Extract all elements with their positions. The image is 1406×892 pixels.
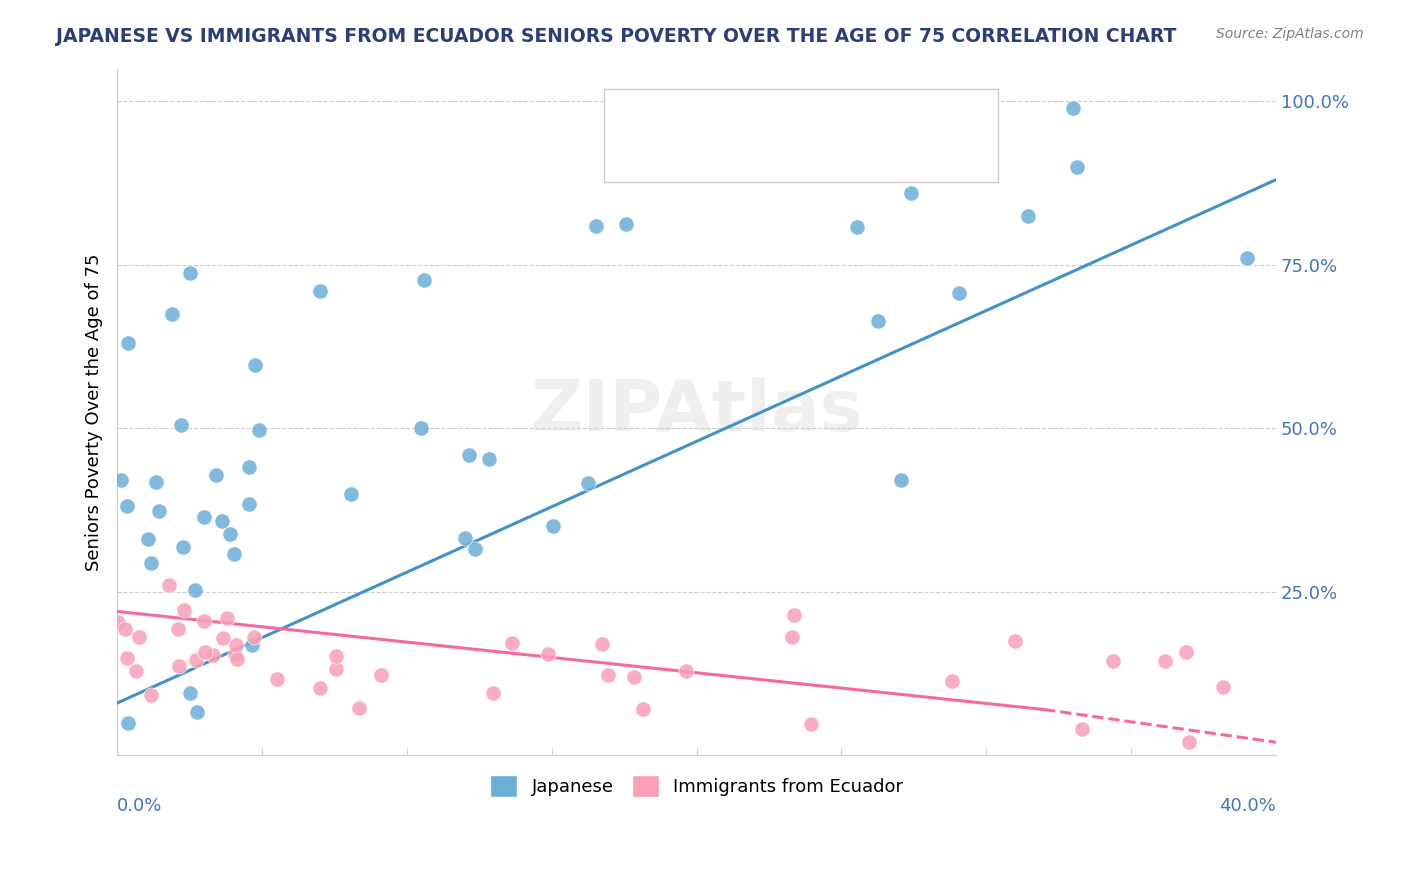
Point [128, 630, 150, 644]
Point [464, 541, 486, 556]
Point [1178, 735, 1201, 749]
Text: Source: ZipAtlas.com: Source: ZipAtlas.com [1216, 27, 1364, 41]
Point [458, 448, 481, 462]
Text: JAPANESE VS IMMIGRANTS FROM ECUADOR SENIORS POVERTY OVER THE AGE OF 75 CORRELATI: JAPANESE VS IMMIGRANTS FROM ECUADOR SENI… [56, 27, 1177, 45]
Point [167, 622, 190, 636]
Point [890, 473, 912, 487]
Point [211, 514, 233, 528]
Point [308, 681, 330, 695]
Point [325, 648, 347, 663]
Text: 0.0%: 0.0% [117, 797, 163, 814]
Legend: Japanese, Immigrants from Ecuador: Japanese, Immigrants from Ecuador [482, 768, 910, 805]
Point [325, 662, 347, 676]
Point [576, 475, 599, 490]
Point [238, 497, 260, 511]
Point [193, 510, 215, 524]
Point [114, 622, 136, 636]
Point [211, 631, 233, 645]
Point [242, 630, 264, 644]
Point [585, 219, 607, 233]
Point [225, 638, 247, 652]
Point [800, 717, 823, 731]
Point [1175, 645, 1198, 659]
Point [243, 358, 266, 372]
Point [409, 421, 432, 435]
Point [340, 486, 363, 500]
Point [117, 715, 139, 730]
Point [266, 672, 288, 686]
Point [139, 688, 162, 702]
Point [193, 614, 215, 628]
Point [167, 659, 190, 673]
Point [780, 631, 803, 645]
Point [541, 519, 564, 533]
Point [478, 452, 501, 467]
Point [226, 651, 249, 665]
Point [179, 266, 201, 280]
Point [238, 459, 260, 474]
Point [136, 532, 159, 546]
FancyBboxPatch shape [603, 89, 998, 182]
Point [1212, 680, 1234, 694]
Point [591, 637, 613, 651]
Point [145, 475, 167, 489]
Point [222, 547, 245, 561]
Point [172, 540, 194, 554]
Point [110, 473, 132, 487]
Point [170, 418, 193, 433]
Point [115, 499, 138, 513]
Point [845, 219, 868, 234]
Point [370, 667, 392, 681]
Point [309, 284, 332, 298]
Point [868, 313, 890, 327]
Point [107, 615, 129, 629]
Point [194, 645, 217, 659]
Point [1066, 160, 1088, 174]
Point [184, 653, 207, 667]
Point [217, 611, 239, 625]
Point [184, 583, 207, 598]
Point [948, 286, 970, 301]
Point [482, 686, 505, 700]
Point [412, 273, 434, 287]
Point [247, 423, 270, 437]
Point [148, 503, 170, 517]
Y-axis label: Seniors Poverty Over the Age of 75: Seniors Poverty Over the Age of 75 [86, 253, 103, 571]
Point [783, 607, 806, 622]
Point [501, 636, 523, 650]
Point [186, 705, 208, 719]
Point [454, 531, 477, 545]
Text: 40.0%: 40.0% [1219, 797, 1277, 814]
Point [201, 648, 224, 662]
Point [162, 307, 184, 321]
Point [1004, 633, 1026, 648]
Point [1017, 209, 1039, 223]
Point [598, 668, 620, 682]
Point [1062, 101, 1084, 115]
Point [173, 603, 195, 617]
Point [240, 638, 263, 652]
Point [139, 556, 162, 570]
Point [349, 701, 371, 715]
Point [117, 336, 139, 351]
Point [537, 647, 560, 661]
Point [1236, 251, 1258, 265]
Point [1102, 654, 1125, 668]
Point [115, 650, 138, 665]
Point [1070, 722, 1092, 736]
Point [204, 468, 226, 483]
Point [219, 527, 242, 541]
Point [623, 670, 645, 684]
Point [125, 664, 148, 678]
Point [675, 665, 697, 679]
Point [941, 674, 963, 689]
Point [631, 701, 654, 715]
Point [224, 648, 246, 662]
Point [1153, 654, 1175, 668]
Point [157, 578, 180, 592]
Point [614, 217, 637, 231]
Text: ZIPAtlas: ZIPAtlas [530, 377, 863, 446]
Point [179, 686, 201, 700]
Point [900, 186, 922, 200]
